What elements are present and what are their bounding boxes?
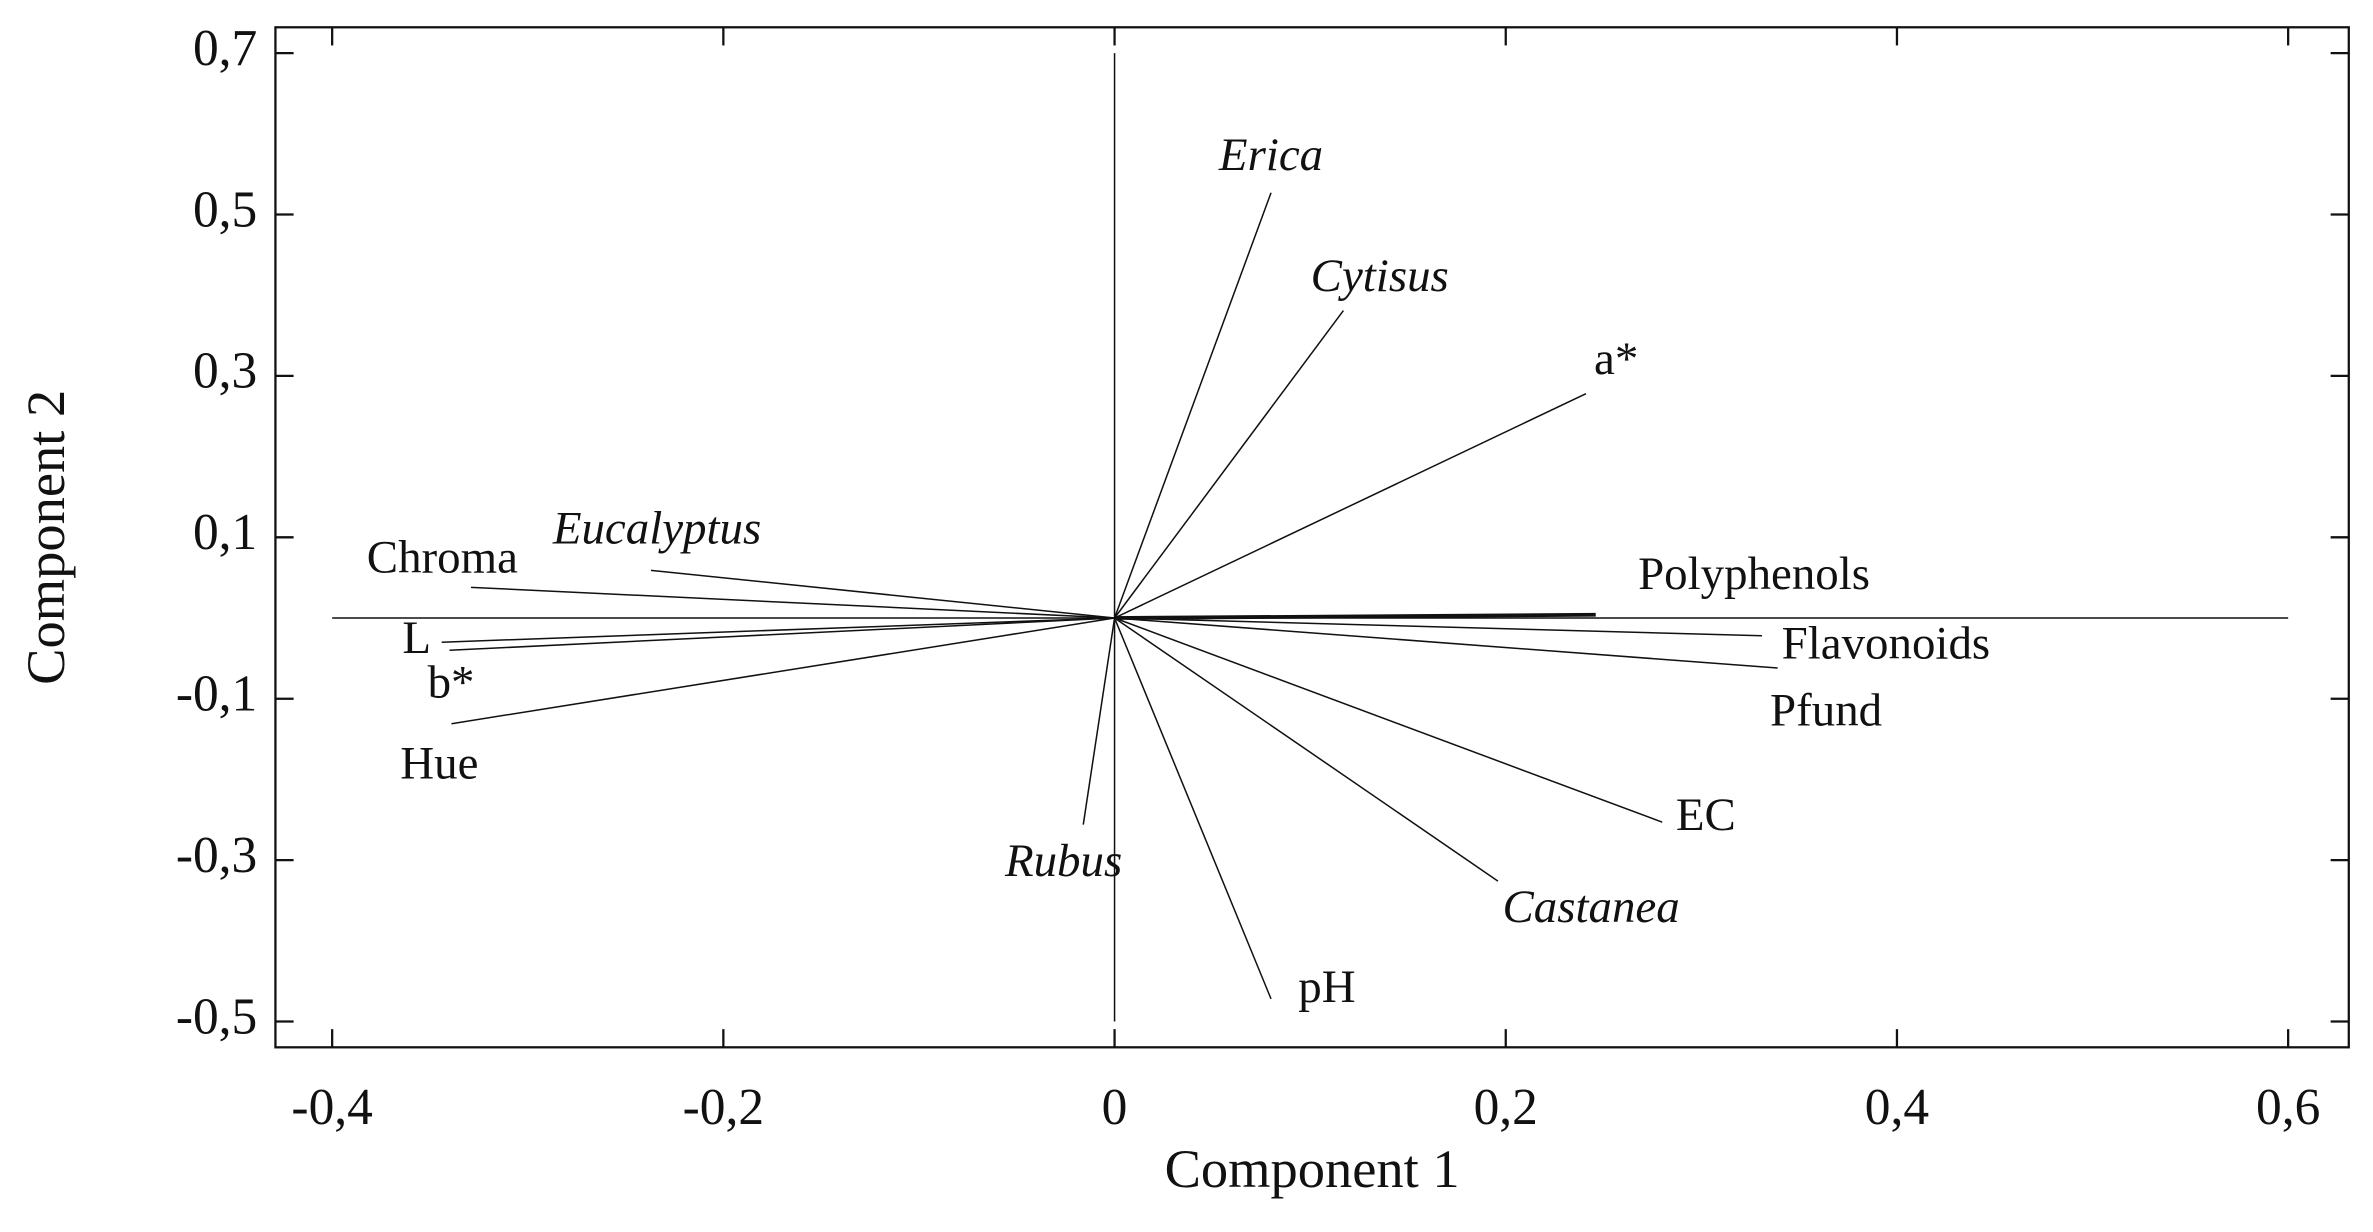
vector-label: a* (1594, 333, 1638, 385)
vector-label: Erica (1218, 129, 1323, 181)
y-tick-label: -0,5 (176, 988, 257, 1045)
loading-vector (1114, 612, 1596, 620)
y-tick-label: 0,3 (193, 343, 257, 400)
vector-label: Chroma (367, 531, 518, 583)
x-tick-label: -0,2 (683, 1079, 764, 1136)
loading-vector (1114, 617, 1499, 882)
vector-label: Pfund (1770, 685, 1882, 737)
vector-label: pH (1298, 961, 1355, 1013)
loading-vector (1114, 617, 1663, 823)
loading-vector (1113, 310, 1345, 619)
loading-vector (1114, 392, 1587, 619)
loading-vector (441, 617, 1115, 643)
vector-label: Hue (400, 737, 478, 789)
loading-vector (1113, 617, 1272, 1000)
x-tick-label: -0,4 (291, 1079, 372, 1136)
loading-vector (449, 617, 1115, 652)
vector-label: Rubus (1004, 835, 1122, 887)
y-tick-label: 0,1 (193, 504, 257, 561)
loading-vector (1113, 192, 1272, 619)
vector-label: Flavonoids (1782, 618, 1991, 670)
vector-label: Cytisus (1311, 250, 1449, 302)
y-axis-title: Component 2 (15, 390, 76, 685)
x-axis-title: Component 1 (1165, 1138, 1460, 1199)
x-tick-label: 0,4 (1865, 1079, 1929, 1136)
vector-label: EC (1676, 789, 1736, 841)
loading-vector (650, 569, 1115, 619)
vector-label: L (402, 612, 431, 664)
vector-label: b* (428, 656, 475, 708)
y-tick-label: -0,1 (176, 666, 257, 723)
vector-label: Eucalyptus (552, 502, 761, 554)
loading-vector (451, 617, 1115, 725)
x-tick-label: 0 (1102, 1079, 1128, 1136)
loading-vector (1082, 617, 1116, 825)
x-tick-label: 0,2 (1474, 1079, 1538, 1136)
loading-vector (471, 586, 1115, 619)
y-tick-label: 0,7 (193, 20, 257, 77)
y-tick-label: -0,3 (176, 827, 257, 884)
y-tick-label: 0,5 (193, 181, 257, 238)
loading-vector (1114, 617, 1778, 669)
x-tick-label: 0,6 (2256, 1079, 2320, 1136)
vector-label: Polyphenols (1638, 548, 1870, 600)
loading-vector (1114, 617, 1763, 637)
vector-label: Castanea (1502, 881, 1679, 933)
